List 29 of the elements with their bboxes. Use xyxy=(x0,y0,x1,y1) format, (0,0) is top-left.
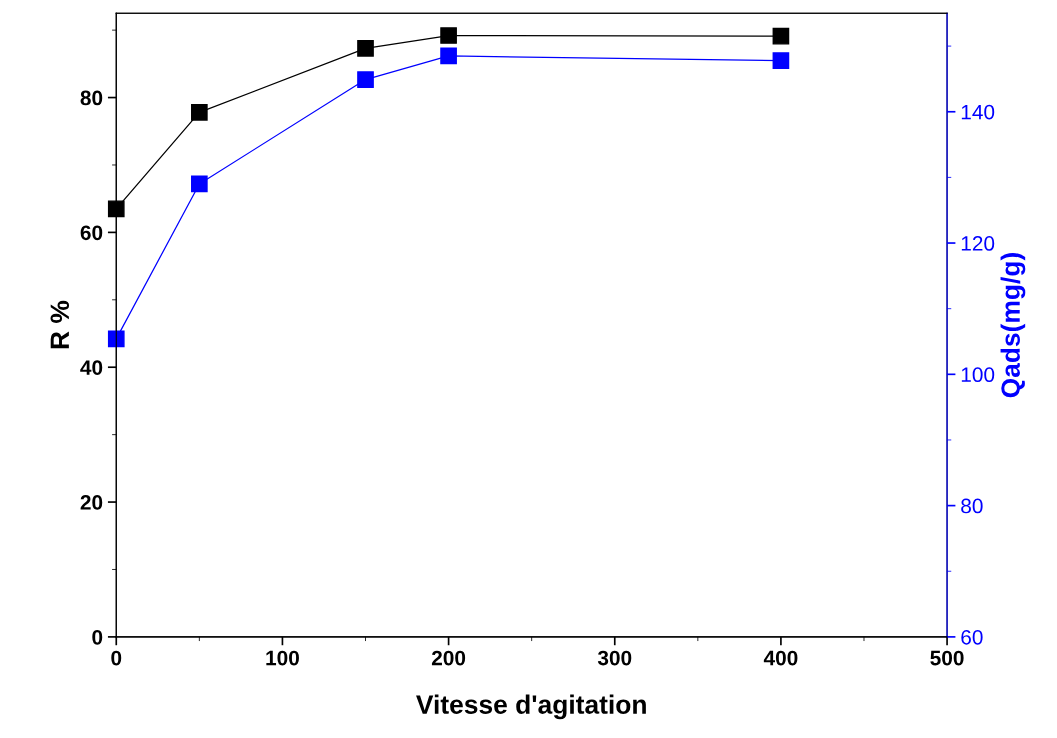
y2-tick-label: 140 xyxy=(961,104,995,120)
x-tick-label: 300 xyxy=(597,650,632,666)
point xyxy=(440,47,457,65)
y-tick-label: 20 xyxy=(80,495,103,510)
y-tick-label: 60 xyxy=(80,225,103,241)
x-tick-label: 100 xyxy=(266,650,299,666)
x-tick-label: 0 xyxy=(111,650,122,666)
y-tick-label: 40 xyxy=(80,360,103,375)
x-tick-label: 500 xyxy=(930,650,964,666)
point xyxy=(357,40,374,57)
point xyxy=(107,330,125,348)
y2-tick-label: 80 xyxy=(961,498,983,514)
y2-axis-title: Qads(mg/g) xyxy=(1000,253,1026,398)
y-tick-label: 0 xyxy=(92,629,103,645)
x-tick-label: 400 xyxy=(763,650,798,666)
x-axis-title: Vitesse d'agitation xyxy=(416,694,646,720)
y-tick-label: 80 xyxy=(80,90,103,106)
point xyxy=(107,200,125,218)
point xyxy=(772,27,790,45)
x-tick-label: 200 xyxy=(431,650,466,666)
y-axis-title: R % xyxy=(50,300,70,349)
point xyxy=(440,27,457,44)
point xyxy=(191,175,208,193)
y2-tick-label: 120 xyxy=(961,236,995,251)
point xyxy=(357,71,374,88)
y2-tick-label: 100 xyxy=(961,367,995,383)
y2-tick-label: 60 xyxy=(961,629,983,645)
point xyxy=(191,104,208,121)
point xyxy=(772,52,790,69)
